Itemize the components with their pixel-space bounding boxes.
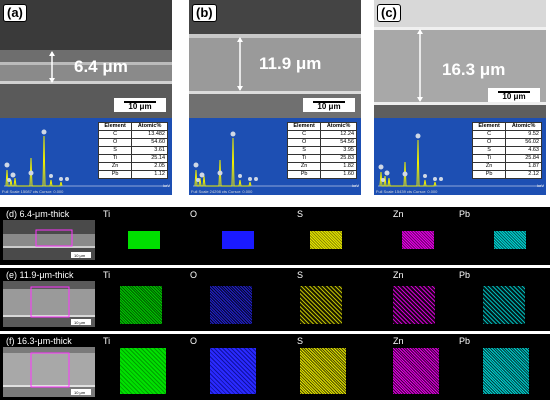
- eds-table-c: Element Atomic% C 9.52 O 56.02 S 4.63 Ti 25.8…: [471, 122, 542, 179]
- eds-unit-b: keV: [352, 183, 359, 188]
- eds-spectrum-b: Element Atomic% C 12.24 O 54.56 S 3.95 Ti 25.…: [189, 118, 361, 195]
- svg-text:10 μm: 10 μm: [74, 253, 86, 258]
- element-label-ti-e: Ti: [103, 270, 111, 280]
- eds-table-b: Element Atomic% C 12.24 O 54.56 S 3.95 Ti 25.…: [286, 122, 357, 179]
- eds-footer-a: Full Scale 15087 cts Cursor: 0.000: [2, 189, 64, 194]
- map-o-d: [222, 231, 254, 249]
- eds-spectrum-c: Element Atomic% C 9.52 O 56.02 S 4.63 Ti 25.8…: [374, 118, 546, 195]
- element-label-o-e: O: [190, 270, 198, 280]
- row-label-e: (e) 11.9-μm-thick: [6, 270, 74, 280]
- element-label-pb-d: Pb: [459, 209, 471, 219]
- map-zn-e: [393, 286, 435, 324]
- element-label-zn-d: Zn: [393, 209, 404, 219]
- map-pb-d: [494, 231, 526, 249]
- svg-text:10 μm: 10 μm: [74, 390, 86, 395]
- row-sem-image-f: 10 μm: [3, 347, 95, 397]
- element-label-s-e: S: [297, 270, 304, 280]
- eds-footer-b: Full Scale 24298 cts Cursor: 0.000: [191, 189, 253, 194]
- map-ti-e: [120, 286, 162, 324]
- element-label-o-d: O: [190, 209, 198, 219]
- map-s-e: [300, 286, 342, 324]
- thickness-label-a: 6.4 μm: [74, 57, 128, 76]
- thickness-label-b: 11.9 μm: [259, 54, 322, 73]
- row-sem-image-e: 10 μm: [3, 281, 95, 327]
- svg-text:10 μm: 10 μm: [74, 320, 86, 325]
- element-label-pb-e: Pb: [459, 270, 471, 280]
- mapping-row-f: (f) 16.3-μm-thick 10 μm Ti O S Zn Pb: [0, 334, 550, 400]
- sem-image-c: 16.3 μm 10 μm (c): [374, 0, 546, 118]
- scale-bar-a: 10 μm: [114, 98, 166, 112]
- element-label-s-f: S: [297, 336, 304, 346]
- sem-image-a: 6.4 μm 10 μm (a): [0, 0, 172, 118]
- element-label-pb-f: Pb: [459, 336, 471, 346]
- panel-label-a: (a): [3, 4, 27, 22]
- element-label-ti-d: Ti: [103, 209, 111, 219]
- thickness-label-c: 16.3 μm: [442, 60, 506, 79]
- map-s-d: [310, 231, 342, 249]
- scale-bar-b: 10 μm: [303, 98, 355, 112]
- panel-label-b: (b): [192, 4, 217, 22]
- eds-unit-c: keV: [537, 183, 544, 188]
- scale-bar-c: 10 μm: [488, 88, 540, 102]
- map-zn-f: [393, 348, 439, 394]
- panel-label-c: (c): [377, 4, 401, 22]
- map-o-e: [210, 286, 252, 324]
- map-zn-d: [402, 231, 434, 249]
- map-s-f: [300, 348, 346, 394]
- row-sem-image-d: 10 μm: [3, 220, 95, 260]
- map-pb-f: [483, 348, 529, 394]
- eds-table-a: Element Atomic% C 13.482 O 54.60 S 3.61 Ti 25…: [97, 122, 168, 179]
- mapping-row-e: (e) 11.9-μm-thick 10 μm Ti O S Zn Pb: [0, 268, 550, 331]
- panel-c: 16.3 μm 10 μm (c) Element Atomic% C 9.52 O…: [374, 0, 546, 195]
- element-label-s-d: S: [297, 209, 304, 219]
- sem-image-b: 11.9 μm 10 μm (b): [189, 0, 361, 118]
- element-label-o-f: O: [190, 336, 198, 346]
- element-label-zn-f: Zn: [393, 336, 404, 346]
- map-ti-d: [128, 231, 160, 249]
- eds-unit-a: keV: [163, 183, 170, 188]
- row-label-d: (d) 6.4-μm-thick: [6, 209, 70, 219]
- mapping-row-d: (d) 6.4-μm-thick 10 μm Ti O S Zn Pb: [0, 207, 550, 265]
- panel-b: 11.9 μm 10 μm (b) Element Atomic% C 12.24 …: [189, 0, 361, 195]
- eds-spectrum-a: Element Atomic% C 13.482 O 54.60 S 3.61 Ti 25…: [0, 118, 172, 195]
- element-label-zn-e: Zn: [393, 270, 404, 280]
- row-label-f: (f) 16.3-μm-thick: [6, 336, 72, 346]
- eds-footer-c: Full Scale 15439 cts Cursor: 0.000: [376, 189, 438, 194]
- map-pb-e: [483, 286, 525, 324]
- panel-a: 6.4 μm 10 μm (a) Element Atomic% C 13.482 …: [0, 0, 172, 195]
- map-o-f: [210, 348, 256, 394]
- element-label-ti-f: Ti: [103, 336, 111, 346]
- map-ti-f: [120, 348, 166, 394]
